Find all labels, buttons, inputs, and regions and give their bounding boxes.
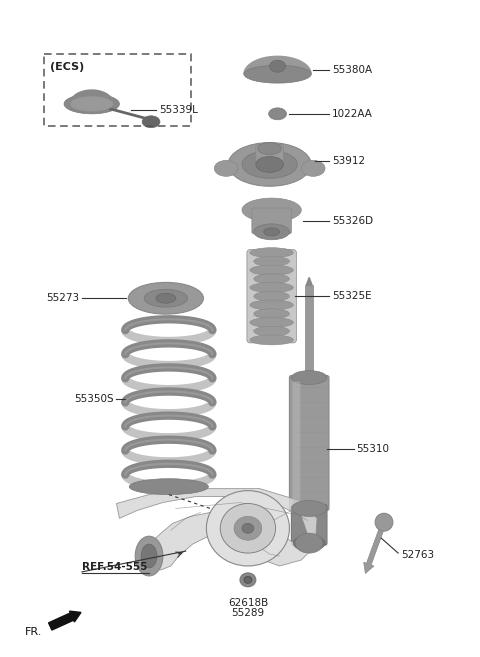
Ellipse shape [250, 265, 293, 275]
Text: (ECS): (ECS) [50, 62, 84, 72]
Ellipse shape [269, 108, 287, 120]
FancyBboxPatch shape [289, 376, 329, 510]
Ellipse shape [144, 289, 188, 307]
FancyBboxPatch shape [256, 145, 284, 168]
Ellipse shape [156, 293, 176, 304]
Ellipse shape [220, 503, 276, 553]
Ellipse shape [242, 198, 301, 222]
Ellipse shape [206, 491, 289, 566]
Ellipse shape [295, 533, 323, 553]
Text: 53912: 53912 [332, 156, 365, 166]
Text: 55380A: 55380A [332, 65, 372, 75]
Text: 55326D: 55326D [332, 216, 373, 226]
Ellipse shape [250, 300, 293, 310]
Ellipse shape [142, 116, 160, 127]
Ellipse shape [254, 309, 289, 319]
Ellipse shape [70, 96, 113, 112]
Ellipse shape [64, 94, 120, 114]
Text: 62618B: 62618B [228, 598, 268, 608]
Ellipse shape [141, 544, 157, 568]
Ellipse shape [250, 248, 293, 258]
Ellipse shape [135, 536, 163, 576]
FancyBboxPatch shape [292, 382, 300, 505]
Ellipse shape [375, 513, 393, 531]
Ellipse shape [254, 224, 289, 240]
Text: 55273: 55273 [46, 293, 79, 304]
Ellipse shape [256, 156, 284, 172]
Polygon shape [306, 277, 312, 285]
FancyArrow shape [48, 611, 81, 630]
Ellipse shape [242, 150, 297, 178]
FancyBboxPatch shape [291, 505, 327, 545]
FancyBboxPatch shape [305, 285, 313, 380]
Ellipse shape [129, 479, 208, 495]
Text: 55289: 55289 [231, 608, 264, 618]
Text: REF.54-555: REF.54-555 [82, 562, 147, 572]
Ellipse shape [250, 283, 293, 292]
Ellipse shape [264, 228, 279, 236]
Ellipse shape [250, 317, 293, 327]
Text: 52763: 52763 [401, 550, 434, 560]
Ellipse shape [244, 65, 311, 83]
Ellipse shape [128, 283, 204, 314]
Ellipse shape [291, 501, 327, 516]
Ellipse shape [244, 576, 252, 583]
Ellipse shape [254, 291, 289, 301]
Text: 55310: 55310 [357, 444, 390, 454]
Ellipse shape [234, 516, 262, 540]
Ellipse shape [270, 60, 286, 72]
Ellipse shape [228, 143, 311, 186]
Ellipse shape [254, 274, 289, 284]
Text: 55339L: 55339L [159, 105, 198, 115]
Ellipse shape [250, 335, 293, 345]
Ellipse shape [301, 160, 325, 176]
Ellipse shape [293, 535, 325, 551]
FancyBboxPatch shape [247, 250, 296, 343]
Text: 55325E: 55325E [332, 291, 372, 302]
Ellipse shape [291, 371, 327, 384]
Ellipse shape [240, 573, 256, 587]
FancyBboxPatch shape [252, 208, 291, 234]
Ellipse shape [254, 256, 289, 266]
Text: 55350S: 55350S [74, 394, 113, 405]
Ellipse shape [214, 160, 238, 176]
Ellipse shape [254, 327, 289, 336]
Text: FR.: FR. [24, 627, 42, 637]
Polygon shape [244, 57, 311, 74]
Ellipse shape [258, 143, 281, 154]
Text: 1022AA: 1022AA [332, 109, 373, 119]
FancyArrow shape [364, 522, 386, 574]
Ellipse shape [242, 524, 254, 533]
Polygon shape [70, 90, 113, 104]
Polygon shape [117, 489, 317, 570]
